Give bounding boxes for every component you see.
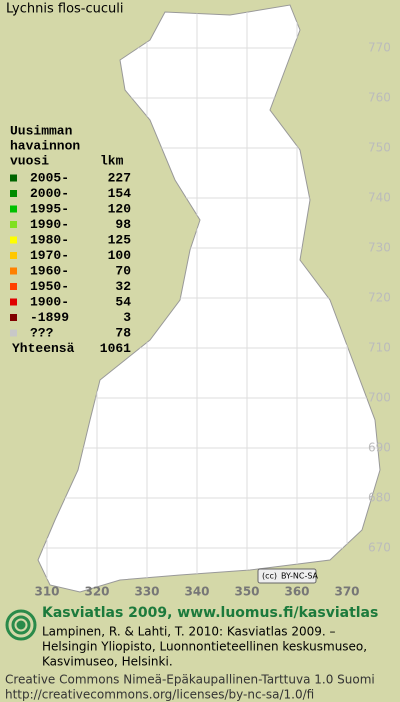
legend-label: 1990- xyxy=(30,217,69,232)
legend-label: 1995- xyxy=(30,201,69,216)
y-tick-label: 730 xyxy=(368,241,391,255)
y-tick-label: 710 xyxy=(368,341,391,355)
species-title: Lychnis flos-cuculi xyxy=(6,2,124,17)
legend-header: havainnon xyxy=(10,138,80,153)
legend-label: -1899 xyxy=(30,310,69,325)
legend-count: 227 xyxy=(108,170,131,185)
legend-header: Uusimman xyxy=(10,123,73,138)
x-tick-label: 340 xyxy=(184,585,209,599)
citation: Helsingin Yliopisto, Luonnontieteellinen… xyxy=(42,640,367,654)
citation: Lampinen, R. & Lahti, T. 2010: Kasviatla… xyxy=(42,625,336,639)
legend-swatch xyxy=(10,236,17,244)
legend-col-count: lkm xyxy=(100,153,124,168)
cc-text: BY-NC-SA xyxy=(281,572,319,581)
legend-col-year: vuosi xyxy=(10,153,49,168)
legend-count: 100 xyxy=(108,248,132,263)
legend-count: 154 xyxy=(108,186,132,201)
x-tick-label: 310 xyxy=(34,585,59,599)
y-tick-label: 770 xyxy=(368,41,391,55)
legend-count: 54 xyxy=(115,294,131,309)
logo xyxy=(5,609,37,641)
x-tick-label: 360 xyxy=(284,585,309,599)
y-tick-label: 680 xyxy=(368,491,391,505)
legend-label: 1980- xyxy=(30,232,69,247)
legend-label: 1950- xyxy=(30,279,69,294)
y-tick-label: 690 xyxy=(368,441,391,455)
legend-swatch xyxy=(10,205,17,213)
x-tick-label: 320 xyxy=(84,585,109,599)
legend-count: 70 xyxy=(115,263,131,278)
x-tick-label: 330 xyxy=(134,585,159,599)
y-tick-label: 670 xyxy=(368,541,391,555)
y-tick-label: 720 xyxy=(368,291,391,305)
legend-label: 2000- xyxy=(30,186,69,201)
legend-count: 3 xyxy=(123,310,131,325)
legend-swatch xyxy=(10,174,17,182)
cc-badge xyxy=(257,568,317,584)
legend-label: 1960- xyxy=(30,263,69,278)
legend-label: 1900- xyxy=(30,294,69,309)
legend-count: 125 xyxy=(108,232,132,247)
legend-label: 2005- xyxy=(30,170,69,185)
legend-swatch xyxy=(10,267,17,275)
legend-count: 32 xyxy=(115,279,131,294)
legend-count: 120 xyxy=(108,201,132,216)
x-tick-label: 370 xyxy=(334,585,359,599)
license: Creative Commons Nimeä-Epäkaupallinen-Ta… xyxy=(5,673,375,687)
y-tick-label: 750 xyxy=(368,141,391,155)
legend-swatch xyxy=(10,283,17,290)
y-tick-label: 740 xyxy=(368,191,391,205)
legend-label: ??? xyxy=(30,325,54,340)
legend-swatch xyxy=(10,298,17,306)
legend-swatch xyxy=(10,329,17,337)
footer-heading: Kasviatlas 2009, www.luomus.fi/kasviatla… xyxy=(42,605,378,621)
legend-swatch xyxy=(10,190,17,197)
x-tick-label: 350 xyxy=(234,585,259,599)
legend-label: 1970- xyxy=(30,248,69,263)
legend-total: 1061 xyxy=(100,341,131,356)
y-tick-label: 700 xyxy=(368,391,391,405)
legend-swatch xyxy=(10,221,17,228)
license: http://creativecommons.org/licenses/by-n… xyxy=(5,688,314,702)
legend-count: 78 xyxy=(115,325,131,340)
legend-swatch xyxy=(10,252,17,259)
legend-total-label: Yhteensä xyxy=(12,341,75,356)
legend-swatch xyxy=(10,314,17,321)
legend-count: 98 xyxy=(115,217,131,232)
cc-icon: (cc) xyxy=(262,572,277,581)
citation: Kasvimuseo, Helsinki. xyxy=(42,655,173,669)
y-tick-label: 760 xyxy=(368,91,391,105)
